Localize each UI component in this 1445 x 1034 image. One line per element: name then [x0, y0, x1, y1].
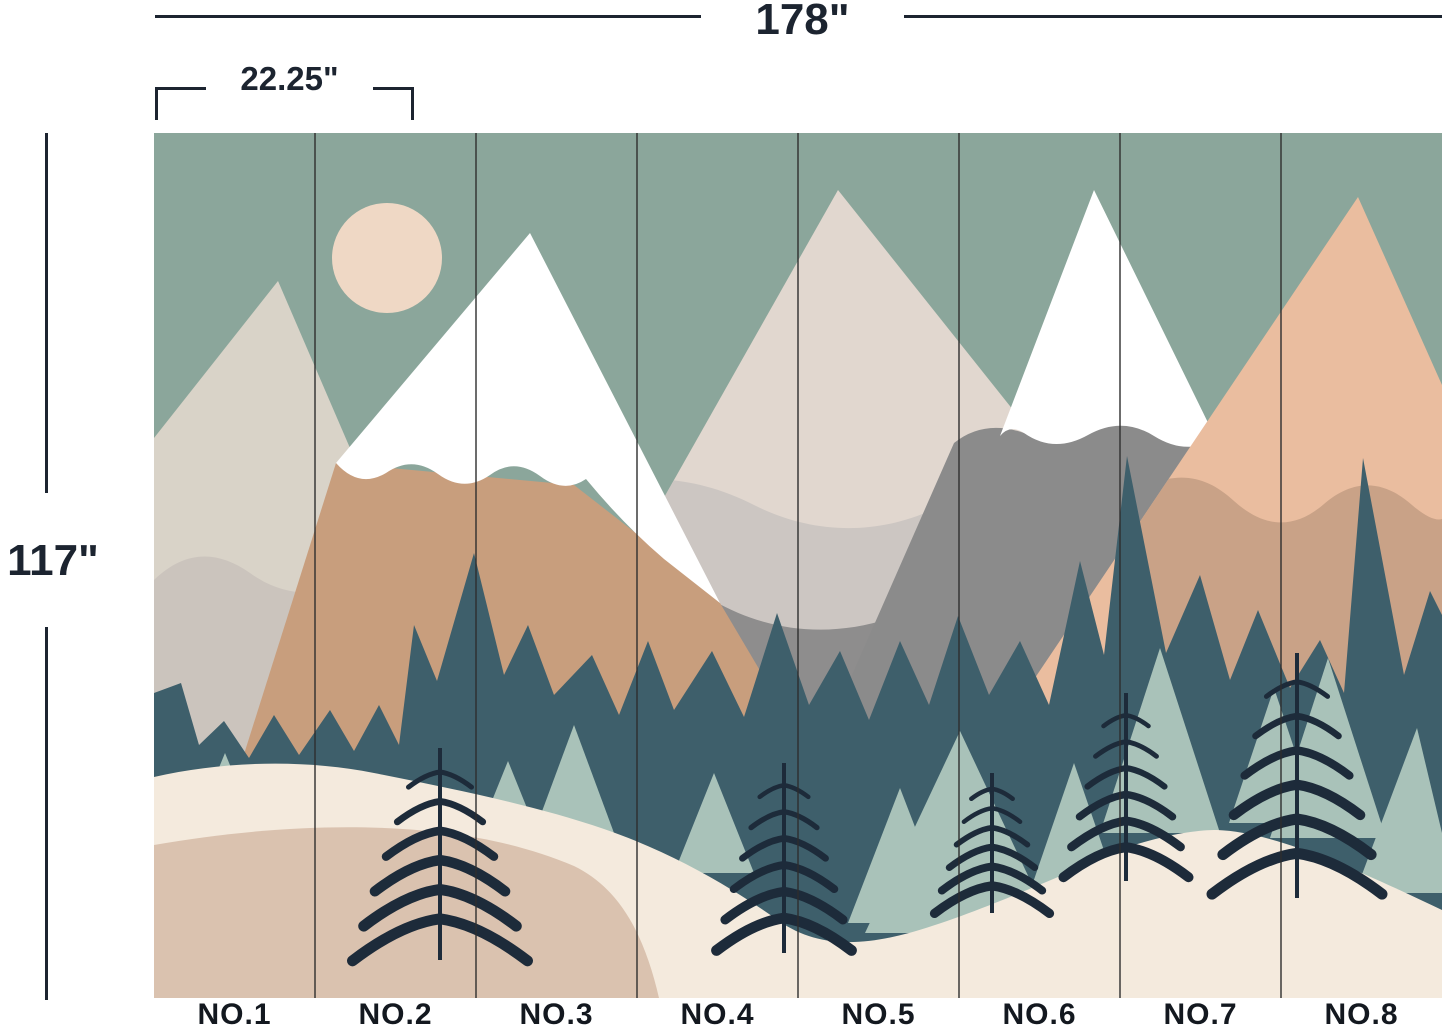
brown-mountain-snow-cap [336, 233, 720, 603]
panel-dividers-layer [314, 133, 1282, 998]
panel-label-5: NO.5 [841, 998, 916, 1031]
left-dimension-line-lower [45, 627, 48, 1000]
tan-hill [154, 827, 659, 998]
panel-label-4: NO.4 [680, 998, 755, 1031]
panel-label-8: NO.8 [1324, 998, 1399, 1031]
mural-artwork [154, 133, 1442, 998]
height-label: 117" [7, 536, 99, 585]
pine-trees-layer [347, 653, 1388, 967]
total-width-label: 178" [755, 0, 850, 44]
panel-label-2: NO.2 [358, 998, 433, 1031]
panel-label-1: NO.1 [197, 998, 272, 1031]
panel-width-label: 22.25" [206, 58, 373, 100]
panel-labels-row: NO.1 NO.2 NO.3 NO.4 NO.5 NO.6 NO.7 NO.8 [154, 999, 1442, 1034]
top-dimension-line-left [155, 15, 701, 18]
gray-mountain-snow-cap [1000, 190, 1216, 447]
panel-label-6: NO.6 [1002, 998, 1077, 1031]
top-dimension-line-right [904, 15, 1442, 18]
sun [332, 203, 442, 313]
panel-label-7: NO.7 [1163, 998, 1238, 1031]
left-dimension-line-upper [45, 133, 48, 493]
panel-label-3: NO.3 [519, 998, 594, 1031]
